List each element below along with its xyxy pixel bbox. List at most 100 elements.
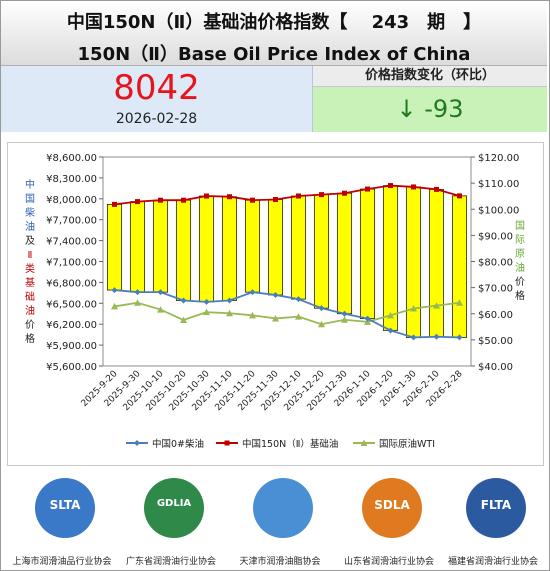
diesel-point [111,287,118,294]
wti-point [180,316,187,324]
diesel-point [203,298,210,305]
wti-point [157,306,164,313]
left-axis-label-char: 柴 [25,206,35,219]
price-chart: ¥8,600.00 ¥8,300.00 ¥8,000.00 ¥7,700.00 ¥7,4… [25,153,525,450]
legend-label: 中国150N（Ⅱ）基础油 [242,438,338,450]
base-oil-point [342,190,347,196]
left-axis-label-char: 基 [25,276,35,289]
change-value: ↓ -93 [396,95,464,123]
left-tick-label: ¥5,600.00 [46,362,97,373]
left-axis-label-char: 国 [25,193,35,205]
logo-caption-sdla: 山东省润滑油行业协会 [343,557,434,567]
right-tick-label: $50.00 [478,336,513,347]
base-oil-point [388,183,393,189]
spread-bar [290,195,307,300]
diesel-point [387,327,394,334]
spread-bar [267,199,284,296]
left-axis-label-char: 类 [25,262,35,275]
base-oil-point [250,197,255,203]
wti-point [341,316,348,323]
base-oil-point [204,193,209,199]
index-date: 2026-02-28 [115,111,198,127]
title-cn: 中国150N（Ⅱ）基础油价格指数【 243 期 】 [66,12,482,33]
spread-bar [221,196,238,301]
diesel-point [295,296,302,303]
base-oil-point [365,186,370,192]
wti-point [318,320,325,328]
wti-point [410,305,417,312]
base-oil-point [112,201,117,207]
tianjin-emblem-icon [253,478,313,538]
spread-bar [428,188,445,338]
left-axis-label-char: 价 [25,319,35,331]
wti-point [387,311,394,319]
wti-point [456,299,463,306]
left-axis-label-char: 及 [25,235,35,247]
diesel-point [318,305,325,312]
diesel-point [272,291,279,298]
gdlia-emblem-icon: GDLIA [144,478,204,538]
wti-point [134,299,141,306]
left-axis-label-char: 油 [25,220,35,233]
wti-line [114,301,460,326]
base-oil-point [434,186,439,192]
index-value: 8042 [113,68,200,108]
logo-flta: FLTA 福建省润滑油行业协会 [438,476,546,568]
right-axis-label-char: 原 [515,248,525,260]
left-axis-label-char: 础 [25,291,35,303]
right-tick-label: $100.00 [478,205,519,216]
left-tick-label: ¥8,000.00 [46,195,97,206]
spread-bar [129,201,146,293]
left-tick-label: ¥5,900.00 [46,341,97,352]
change-label: 价格指数变化（环比） [313,66,547,87]
base-oil-line [114,184,460,206]
right-axis-label-char: 际 [515,234,525,246]
sdla-abbr: SDLA [374,498,410,512]
logo-strip: SLTA 上海市润滑油品行业协会 GDLIA 广东省润滑油行业协会 天津市润滑油… [1,470,547,568]
spread-bar [382,185,399,331]
left-tick-label: ¥6,200.00 [46,320,97,331]
right-tick-label: $110.00 [478,179,519,190]
right-tick-label: $120.00 [478,153,519,164]
spread-bar [336,192,353,315]
wti-point [295,313,302,320]
logo-sdla: SDLA 山东省润滑油行业协会 [334,476,442,568]
logo-caption-slta: 上海市润滑油品行业协会 [12,557,112,567]
index-panel: 8042 2026-02-28 [1,66,313,132]
diesel-point [157,289,164,296]
diesel-point [134,289,141,296]
logo-caption-flta: 福建省润滑油行业协会 [447,557,538,567]
slta-emblem-icon: SLTA [35,478,95,538]
sdla-emblem-icon: SDLA [362,478,422,538]
gdlia-abbr: GDLIA [156,498,192,509]
base-oil-point [411,184,416,190]
wti-point [249,311,256,319]
right-axis-label-char: 格 [515,289,525,302]
diesel-line [114,289,460,339]
wti-point [111,302,118,310]
right-tick-label: $90.00 [478,231,513,242]
spread-bar [313,194,330,309]
diesel-point [226,297,233,304]
diesel-point [433,333,440,340]
legend-label: 国际原油WTI [379,438,435,450]
slta-abbr: SLTA [49,498,81,512]
base-oil-point [319,192,324,198]
wti-point [203,308,210,316]
left-tick-label: ¥8,600.00 [46,153,97,164]
spread-bar [152,199,169,293]
left-axis-label-char: 油 [25,304,35,317]
flta-emblem-icon: FLTA [466,478,526,538]
diesel-point [364,315,371,322]
right-tick-label: $70.00 [478,284,513,295]
wti-point [226,309,233,317]
chart-panel: ¥8,600.00 ¥8,300.00 ¥8,000.00 ¥7,700.00 ¥7,4… [7,142,544,466]
spread-bar [359,188,376,320]
right-axis-label-char: 国 [515,220,525,232]
diesel-point [180,297,187,304]
base-oil-point [181,197,186,203]
logo-slta: SLTA 上海市润滑油品行业协会 [7,476,115,568]
spread-bar [451,195,468,338]
left-tick-label: ¥7,700.00 [46,216,97,227]
left-axis-label-char: 中 [25,178,35,191]
